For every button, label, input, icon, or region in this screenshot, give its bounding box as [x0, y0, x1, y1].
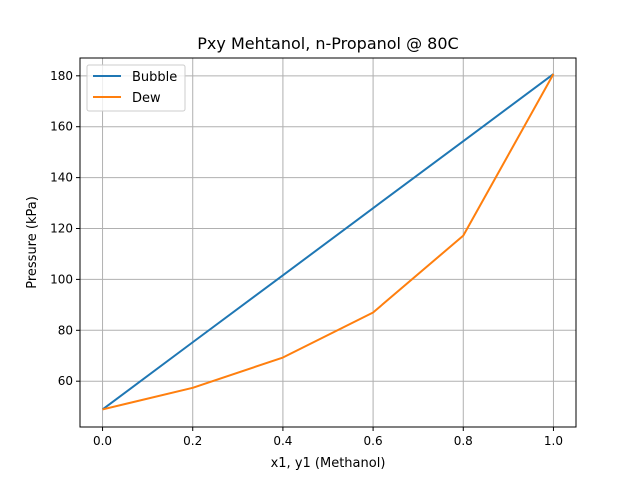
x-axis-ticks: 0.0 0.2 0.4 0.6 0.8 1.0	[93, 427, 563, 448]
legend: Bubble Dew	[86, 64, 186, 112]
series-line-dew	[102, 73, 555, 411]
chart-title: Pxy Mehtanol, n-Propanol @ 80C	[197, 34, 458, 53]
y-tick-label: 180	[50, 69, 73, 83]
grid-lines	[80, 58, 576, 427]
x-axis-label: x1, y1 (Methanol)	[271, 456, 386, 471]
x-tick-label: 1.0	[544, 434, 563, 448]
y-axis-ticks: 60 80 100 120 140 160 180	[50, 69, 80, 388]
series-layer	[101, 73, 555, 411]
series-line-bubble	[101, 73, 555, 411]
legend-label-bubble: Bubble	[132, 70, 177, 85]
x-tick-label: 0.8	[454, 434, 473, 448]
x-tick-label: 0.4	[273, 434, 292, 448]
y-axis-label: Pressure (kPa)	[25, 196, 40, 289]
legend-label-dew: Dew	[132, 91, 161, 106]
x-tick-label: 0.0	[93, 434, 112, 448]
y-tick-label: 140	[50, 171, 73, 185]
y-tick-label: 120	[50, 222, 73, 236]
y-tick-label: 80	[58, 323, 73, 337]
y-tick-label: 100	[50, 272, 73, 286]
plot-frame	[79, 57, 577, 428]
y-tick-label: 60	[58, 374, 73, 388]
x-tick-label: 0.6	[364, 434, 383, 448]
y-tick-label: 160	[50, 120, 73, 134]
x-tick-label: 0.2	[183, 434, 202, 448]
